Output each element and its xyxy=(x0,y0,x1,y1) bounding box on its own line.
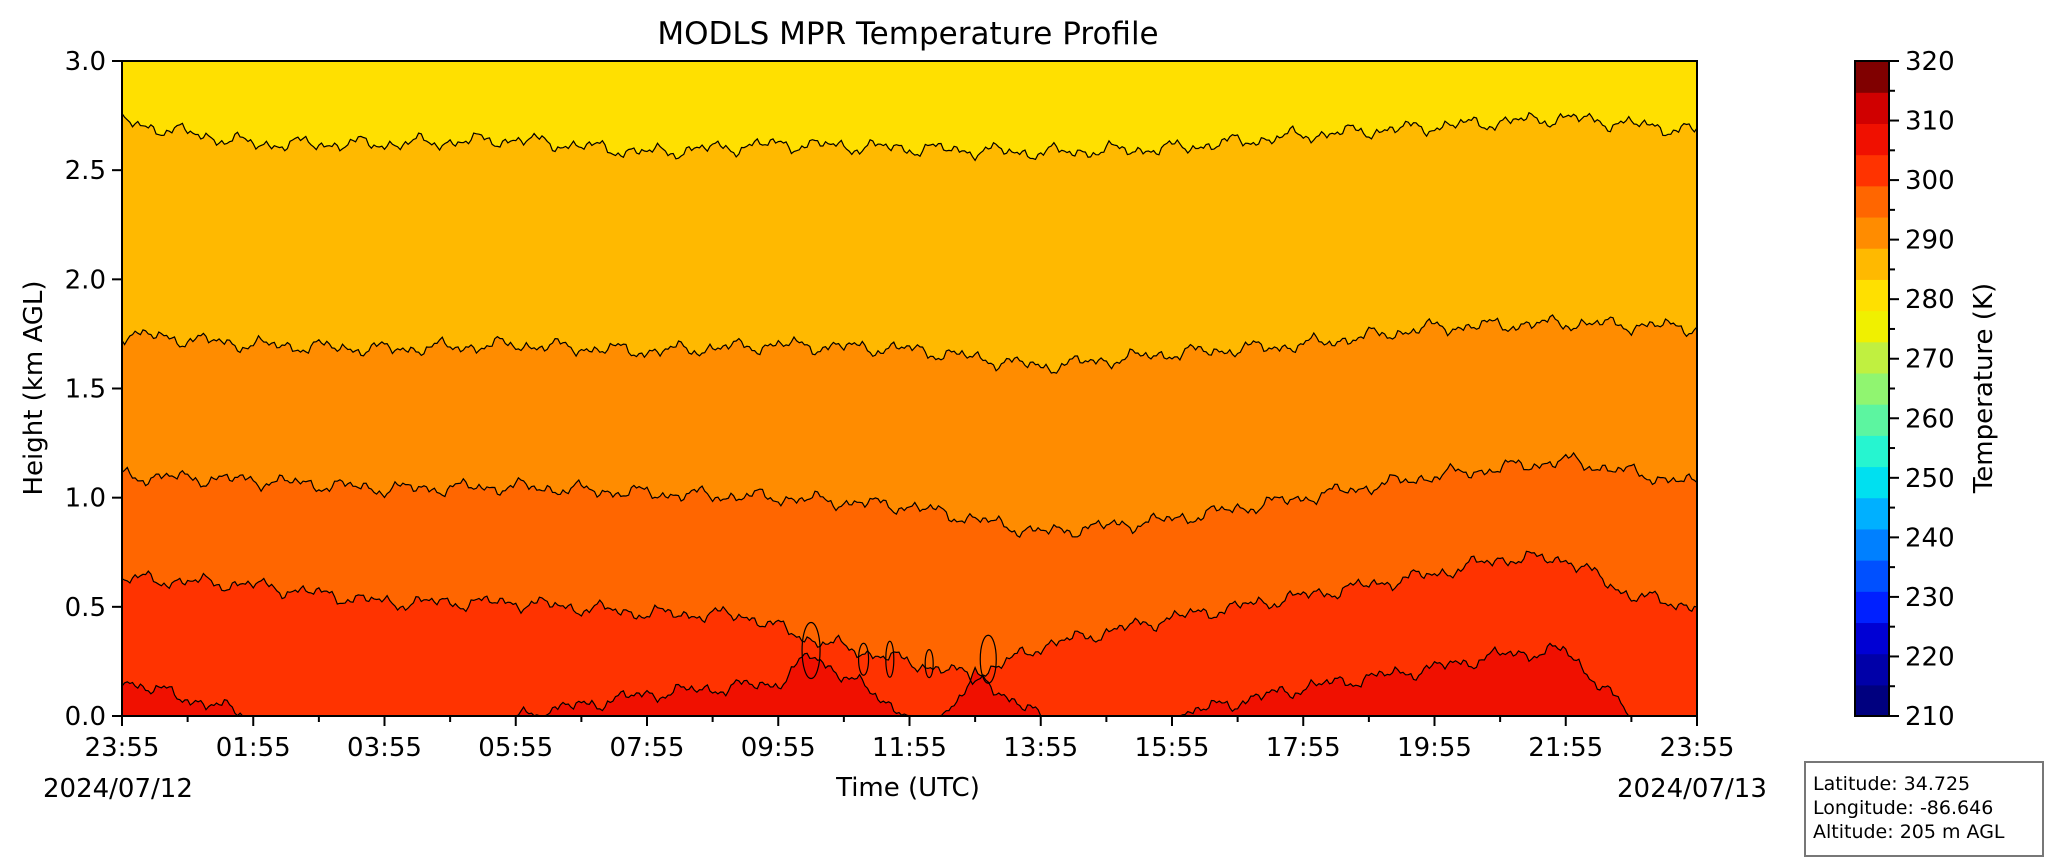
colorbar-segment xyxy=(1855,622,1889,655)
colorbar-segment xyxy=(1855,372,1889,405)
colorbar-tick-label: 310 xyxy=(1905,107,1955,137)
contour-line-305k xyxy=(121,550,1698,686)
contour-fill-bands xyxy=(122,61,1697,716)
x-axis-ticks: 23:55 01:55 03:55 05:55 07:55 09:55 11:55 13:55… xyxy=(85,716,1735,763)
colorbar-segment xyxy=(1855,684,1889,717)
y-tick-label: 1.5 xyxy=(65,375,106,405)
x-axis-label: Time (UTC) xyxy=(835,773,980,803)
colorbar-tick-label: 290 xyxy=(1905,226,1955,256)
y-tick-label: 1.0 xyxy=(65,484,106,514)
colorbar-segment xyxy=(1855,310,1889,343)
colorbar-segment xyxy=(1855,216,1889,249)
y-tick-label: 0.5 xyxy=(65,593,106,623)
colorbar-tick-label: 220 xyxy=(1905,642,1955,672)
colorbar-segment xyxy=(1855,154,1889,187)
x-tick-label: 13:55 xyxy=(1003,733,1078,763)
y-tick-label: 3.0 xyxy=(65,47,106,77)
location-info-box: Latitude: 34.725 Longitude: -86.646 Alti… xyxy=(1804,761,2044,857)
colorbar-segment xyxy=(1855,591,1889,624)
contour-island-4 xyxy=(924,648,934,679)
colorbar-tick-label: 240 xyxy=(1905,523,1955,553)
colorbar-segment xyxy=(1855,560,1889,592)
x-tick-label: 15:55 xyxy=(1135,733,1210,763)
band-310-315 xyxy=(122,643,1697,716)
colorbar-segment xyxy=(1855,435,1889,468)
x-tick-label: 19:55 xyxy=(1397,733,1472,763)
y-tick-label: 0.0 xyxy=(65,702,106,732)
x-end-date-label: 2024/07/13 xyxy=(1617,774,1767,804)
colorbar-segment xyxy=(1855,123,1889,156)
contour-line-290k xyxy=(121,111,1698,162)
y-tick-label: 2.5 xyxy=(65,156,106,186)
x-tick-label: 11:55 xyxy=(872,733,947,763)
colorbar-tick-label: 300 xyxy=(1905,166,1955,196)
colorbar-label: Temperature (K) xyxy=(1969,283,1999,494)
x-start-date-label: 2024/07/12 xyxy=(43,774,193,804)
colorbar xyxy=(1854,60,1890,717)
contour-island-2 xyxy=(857,642,870,676)
colorbar-segment xyxy=(1855,61,1889,93)
x-tick-label: 23:55 xyxy=(1660,733,1735,763)
x-tick-label: 09:55 xyxy=(741,733,816,763)
x-tick-label: 03:55 xyxy=(347,733,422,763)
colorbar-tick-label: 320 xyxy=(1905,47,1955,77)
colorbar-tick-label: 210 xyxy=(1905,702,1955,732)
altitude-text: Altitude: 205 m AGL xyxy=(1813,821,2005,843)
contour-island-1 xyxy=(801,621,821,680)
x-tick-label: 23:55 xyxy=(85,733,160,763)
colorbar-tick-label: 250 xyxy=(1905,464,1955,494)
x-tick-label: 05:55 xyxy=(478,733,553,763)
colorbar-segment xyxy=(1855,185,1889,218)
colorbar-tick-label: 260 xyxy=(1905,404,1955,434)
x-tick-label: 17:55 xyxy=(1266,733,1341,763)
y-tick-label: 2.0 xyxy=(65,265,106,295)
contour-line-295k xyxy=(121,314,1698,374)
contour-island-3 xyxy=(885,640,895,678)
colorbar-tick-label: 270 xyxy=(1905,345,1955,375)
colorbar-tick-label: 280 xyxy=(1905,285,1955,315)
chart-title: MODLS MPR Temperature Profile xyxy=(657,16,1158,52)
x-tick-label: 21:55 xyxy=(1528,733,1603,763)
y-axis-ticks: 0.0 0.5 1.0 1.5 2.0 2.5 3.0 xyxy=(65,47,122,732)
colorbar-segment xyxy=(1855,466,1889,499)
colorbar-segment xyxy=(1855,497,1889,530)
y-axis-label: Height (km AGL) xyxy=(19,280,49,495)
colorbar-segment xyxy=(1855,341,1889,374)
x-tick-label: 07:55 xyxy=(610,733,685,763)
longitude-text: Longitude: -86.646 xyxy=(1813,797,1994,819)
colorbar-segment xyxy=(1855,92,1889,124)
colorbar-segment xyxy=(1855,404,1889,436)
contour-island-5 xyxy=(979,634,997,684)
x-tick-label: 01:55 xyxy=(216,733,291,763)
colorbar-ticks: 210 220 230 240 250 260 270 280 290 300 310 320 xyxy=(1889,47,1955,732)
colorbar-segment xyxy=(1855,653,1889,686)
colorbar-segment xyxy=(1855,279,1889,312)
plot-area xyxy=(121,60,1698,717)
colorbar-tick-label: 230 xyxy=(1905,583,1955,613)
contour-line-300k xyxy=(121,451,1698,539)
latitude-text: Latitude: 34.725 xyxy=(1813,773,1971,795)
colorbar-segment xyxy=(1855,528,1889,561)
colorbar-segment xyxy=(1855,248,1889,280)
